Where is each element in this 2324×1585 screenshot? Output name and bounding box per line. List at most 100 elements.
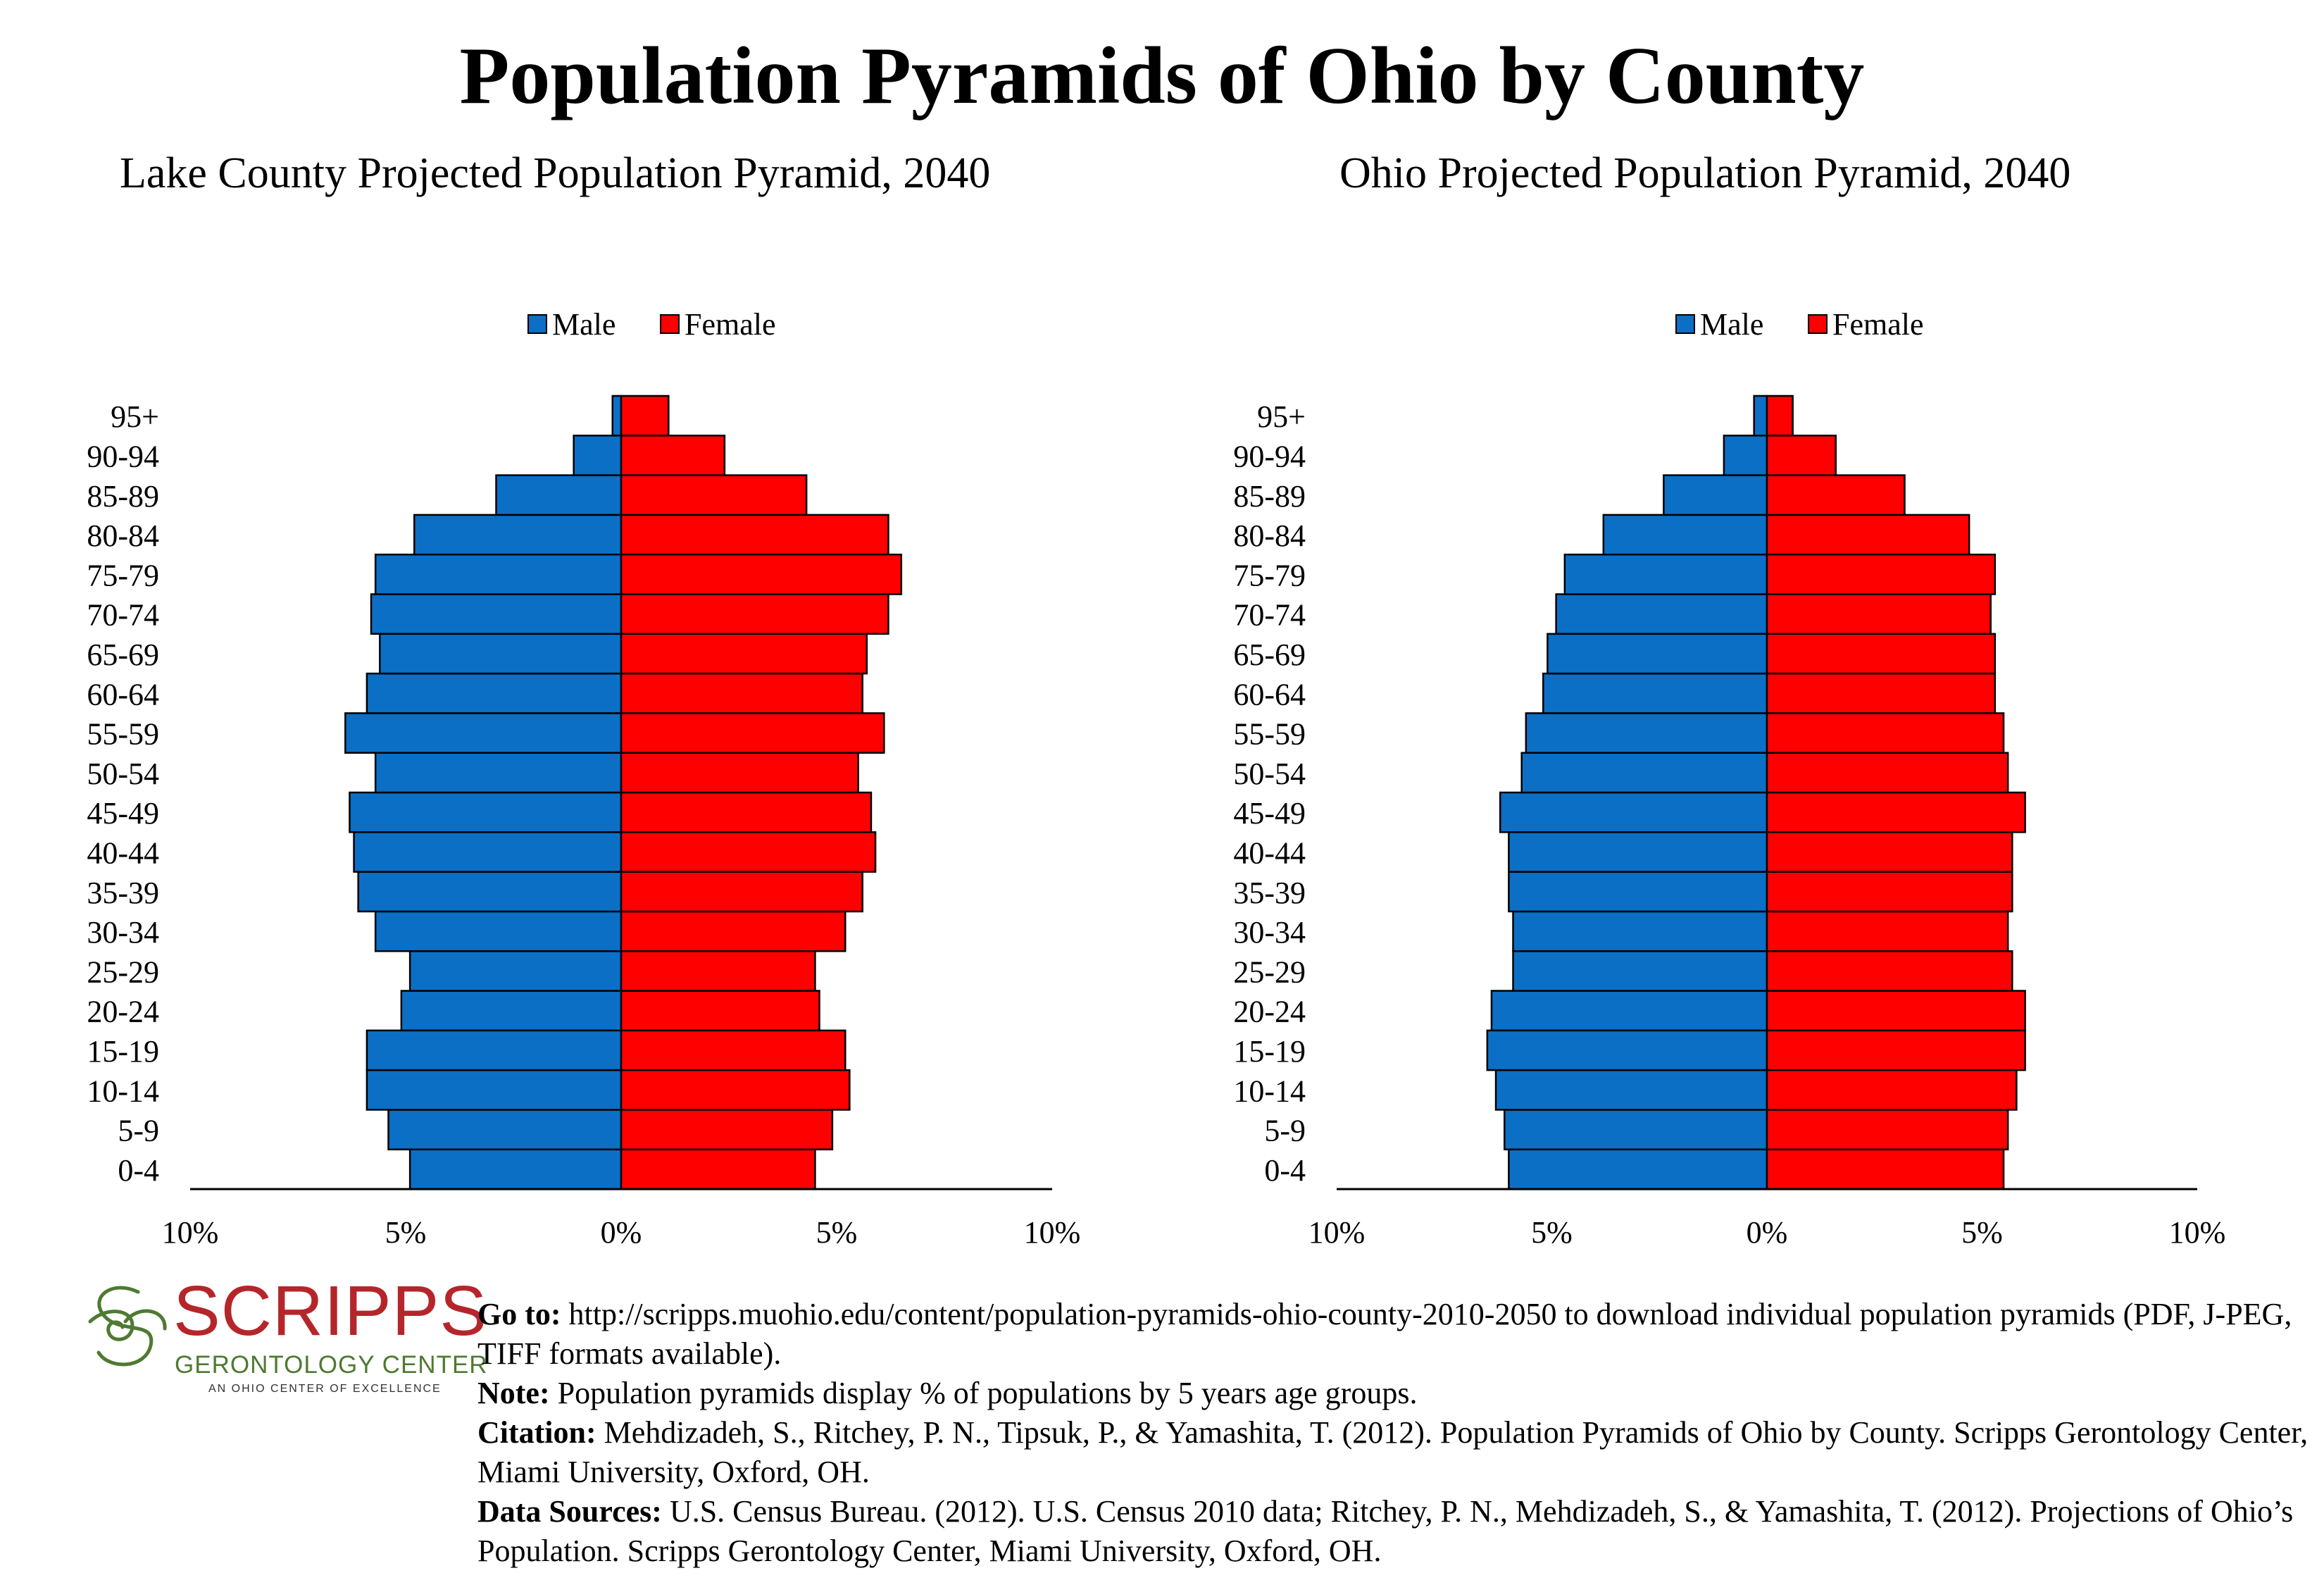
bar-male-70-74 — [1555, 593, 1768, 635]
age-group-label: 5-9 — [118, 1114, 159, 1148]
bar-male-95+ — [611, 394, 623, 437]
legend-female-label: Female — [685, 307, 776, 342]
legend-male-swatch — [1675, 314, 1695, 334]
goto-note: Go to: http://scripps.muohio.edu/content… — [477, 1295, 2309, 1374]
logo-wordmark: SCRIPPS — [173, 1272, 488, 1350]
age-group-label: 30-34 — [87, 915, 159, 950]
age-group-label: 35-39 — [1233, 876, 1306, 910]
goto-text: http://scripps.muohio.edu/content/popula… — [477, 1297, 2292, 1371]
age-group-label: 40-44 — [1233, 835, 1306, 870]
bar-male-95+ — [1753, 394, 1768, 437]
x-tick-label: 5% — [1531, 1215, 1573, 1250]
bar-male-0-4 — [1508, 1148, 1768, 1191]
bar-male-15-19 — [366, 1029, 623, 1071]
bar-male-30-34 — [1512, 910, 1768, 952]
bar-female-70-74 — [1766, 593, 1992, 635]
age-group-label: 10-14 — [87, 1074, 159, 1108]
bar-female-5-9 — [1766, 1109, 2009, 1150]
bar-male-85-89 — [495, 474, 623, 516]
citation-label: Citation: — [477, 1415, 596, 1450]
x-tick-label: 0% — [1747, 1215, 1788, 1250]
bar-female-30-34 — [620, 910, 846, 952]
footnotes: Go to: http://scripps.muohio.edu/content… — [477, 1295, 2309, 1571]
bar-female-85-89 — [1766, 474, 1906, 516]
logo-tagline: AN OHIO CENTER OF EXCELLENCE — [208, 1383, 442, 1395]
bar-female-10-14 — [620, 1069, 851, 1111]
bar-female-40-44 — [620, 831, 877, 873]
bar-female-5-9 — [620, 1109, 834, 1150]
bar-female-60-64 — [1766, 672, 1997, 714]
age-group-label: 90-94 — [87, 439, 159, 473]
age-group-label: 25-29 — [87, 955, 159, 989]
legend-male-label: Male — [1700, 307, 1763, 342]
bar-male-30-34 — [374, 910, 623, 952]
note-text: Population pyramids display % of populat… — [549, 1376, 1418, 1410]
age-group-label: 75-79 — [1233, 558, 1306, 592]
chart-title-lake-county: Lake County Projected Population Pyramid… — [120, 149, 991, 197]
legend-female-swatch — [1808, 314, 1828, 334]
x-tick-label: 10% — [1308, 1215, 1366, 1250]
bar-male-60-64 — [1542, 672, 1768, 714]
bar-male-10-14 — [1494, 1069, 1768, 1111]
x-tick-label: 5% — [385, 1215, 427, 1250]
bar-female-55-59 — [1766, 712, 2005, 754]
x-tick-label: 10% — [2169, 1215, 2226, 1250]
bar-female-70-74 — [620, 593, 889, 635]
bar-female-85-89 — [620, 474, 808, 516]
bar-female-40-44 — [1766, 831, 2013, 873]
bar-female-10-14 — [1766, 1069, 2018, 1111]
citation-note: Citation: Mehdizadeh, S., Ritchey, P. N.… — [477, 1413, 2309, 1492]
age-group-label: 80-84 — [87, 518, 159, 553]
age-group-label: 75-79 — [87, 558, 159, 592]
sources-label: Data Sources: — [477, 1494, 662, 1529]
age-group-label: 15-19 — [1233, 1034, 1306, 1069]
bar-female-30-34 — [1766, 910, 2009, 952]
bar-female-95+ — [620, 394, 670, 437]
bar-female-35-39 — [620, 871, 863, 913]
age-group-label: 85-89 — [1233, 479, 1306, 514]
bar-female-0-4 — [1766, 1148, 2005, 1191]
legend-male-label: Male — [552, 307, 616, 342]
scripps-swirl-icon — [88, 1286, 167, 1367]
age-group-label: 65-69 — [1233, 638, 1306, 672]
bar-female-60-64 — [620, 672, 863, 714]
bar-female-75-79 — [620, 553, 903, 595]
bar-male-15-19 — [1486, 1029, 1768, 1071]
legend-male-swatch — [527, 314, 547, 334]
age-group-label: 40-44 — [87, 835, 159, 870]
age-group-label: 35-39 — [87, 876, 159, 910]
bar-female-15-19 — [1766, 1029, 2026, 1071]
bar-female-95+ — [1766, 394, 1794, 437]
bar-female-65-69 — [1766, 633, 1997, 675]
age-group-label: 55-59 — [87, 717, 159, 752]
age-group-label: 90-94 — [1233, 439, 1306, 473]
bar-male-25-29 — [408, 950, 623, 992]
bar-male-70-74 — [370, 593, 623, 635]
bar-female-90-94 — [1766, 435, 1837, 476]
citation-text: Mehdizadeh, S., Ritchey, P. N., Tipsuk, … — [477, 1415, 2309, 1489]
age-group-label: 80-84 — [1233, 518, 1306, 553]
bar-female-80-84 — [620, 514, 889, 556]
age-group-label: 60-64 — [1233, 677, 1306, 711]
bar-male-40-44 — [1508, 831, 1768, 873]
age-group-label: 65-69 — [87, 638, 159, 672]
bar-male-75-79 — [1563, 553, 1768, 595]
bar-male-50-54 — [1520, 752, 1768, 794]
bar-male-10-14 — [366, 1069, 623, 1111]
bar-female-0-4 — [620, 1148, 816, 1191]
age-group-label: 20-24 — [1233, 995, 1306, 1029]
x-tick-label: 10% — [162, 1215, 219, 1250]
age-group-label: 45-49 — [87, 796, 159, 831]
age-group-label: 15-19 — [87, 1034, 159, 1069]
bar-female-80-84 — [1766, 514, 1970, 556]
bar-female-90-94 — [620, 435, 726, 476]
age-group-label: 45-49 — [1233, 796, 1306, 831]
age-group-label: 60-64 — [87, 677, 159, 711]
population-pyramid-charts: 0-4 5-9 10-14 15-19 20-24 25-29 30-34 35-39 40-4… — [87, 307, 2226, 1250]
bar-male-40-44 — [353, 831, 623, 873]
sources-note: Data Sources: U.S. Census Bureau. (2012)… — [477, 1492, 2309, 1571]
bar-female-75-79 — [1766, 553, 1997, 595]
sources-text: U.S. Census Bureau. (2012). U.S. Census … — [477, 1494, 2294, 1568]
x-tick-label: 5% — [816, 1215, 858, 1250]
x-tick-label: 5% — [1961, 1215, 2003, 1250]
